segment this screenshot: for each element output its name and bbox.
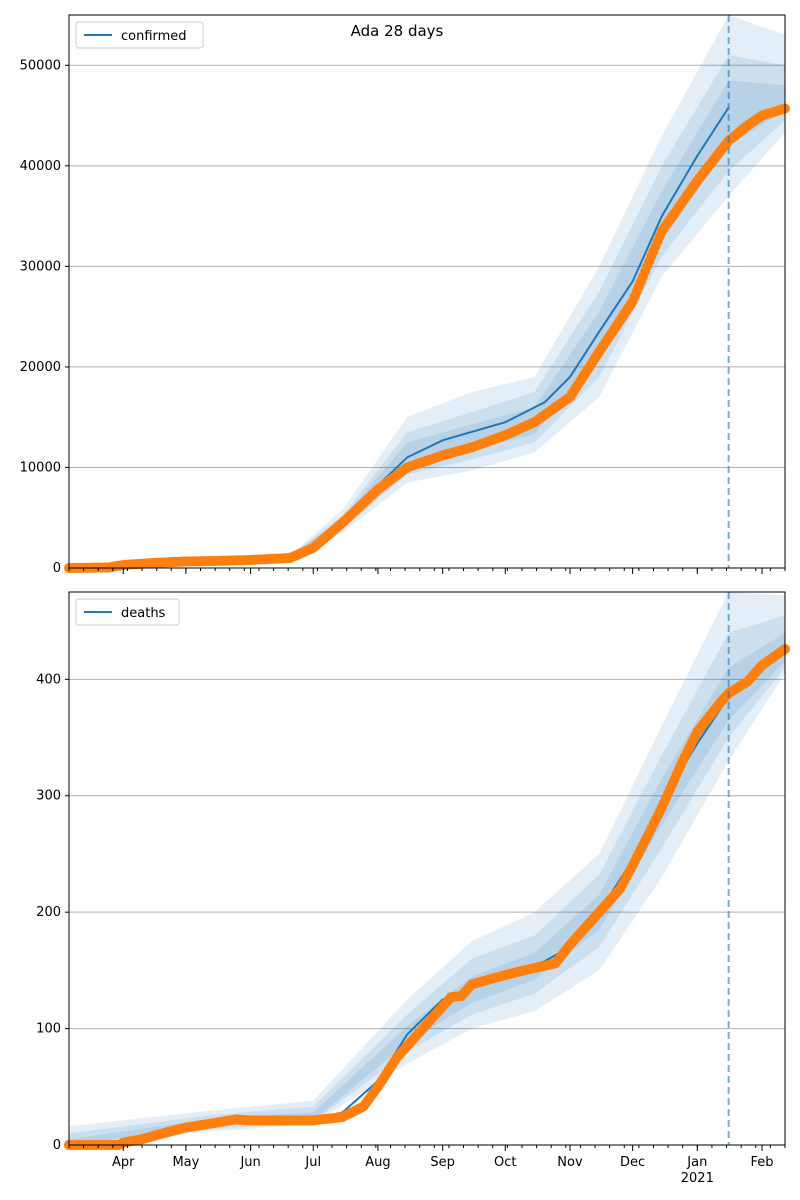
y-tick-label: 400: [36, 672, 61, 687]
x-tick-label: Feb: [751, 1155, 774, 1170]
y-tick-label: 50000: [20, 58, 61, 73]
x-tick-label: Jun: [239, 1155, 260, 1170]
chart-title: Ada 28 days: [351, 22, 444, 40]
y-tick-label: 200: [36, 905, 61, 920]
y-tick-label: 0: [53, 561, 61, 576]
axes-frame: [68, 14, 786, 569]
y-tick-label: 0: [53, 1138, 61, 1153]
chart-panel-1: 0 10000 20000 30000 40000 50000 confirmed Ada 2…: [20, 14, 790, 576]
x-tick-label: Jan: [686, 1155, 707, 1170]
credible-band-2: [69, 615, 785, 1145]
legend-box: [75, 21, 204, 49]
axes-frame: [68, 591, 786, 1146]
x-tick-label: Sep: [430, 1155, 455, 1170]
x-tick-label: Dec: [620, 1155, 645, 1170]
credible-band-2: [290, 55, 785, 559]
y-tick-label: 100: [36, 1022, 61, 1037]
credible-band-1: [290, 15, 785, 559]
x-tick-label: Oct: [494, 1155, 516, 1170]
x-tick-label: May: [172, 1155, 199, 1170]
credible-band-1: [69, 592, 785, 1145]
y-tick-label: 300: [36, 789, 61, 804]
x-tick-label: Aug: [365, 1155, 390, 1170]
y-tick-label: 40000: [20, 159, 61, 174]
y-tick-label: 30000: [20, 259, 61, 274]
chart-panel-2: 0 100 200 300 400 Apr May Jun Jul Aug Sep Oct Nov Dec…: [36, 591, 790, 1186]
legend-label: confirmed: [121, 29, 187, 44]
y-tick-label: 10000: [20, 460, 61, 475]
x-tick-label: 2021: [681, 1171, 714, 1186]
legend-box: [75, 598, 180, 626]
x-tick-label: Apr: [112, 1155, 135, 1170]
credible-band-3: [290, 80, 785, 558]
x-tick-label: Nov: [557, 1155, 583, 1170]
x-tick-label: Jul: [304, 1155, 321, 1170]
y-tick-label: 20000: [20, 360, 61, 375]
legend-label: deaths: [121, 606, 166, 621]
